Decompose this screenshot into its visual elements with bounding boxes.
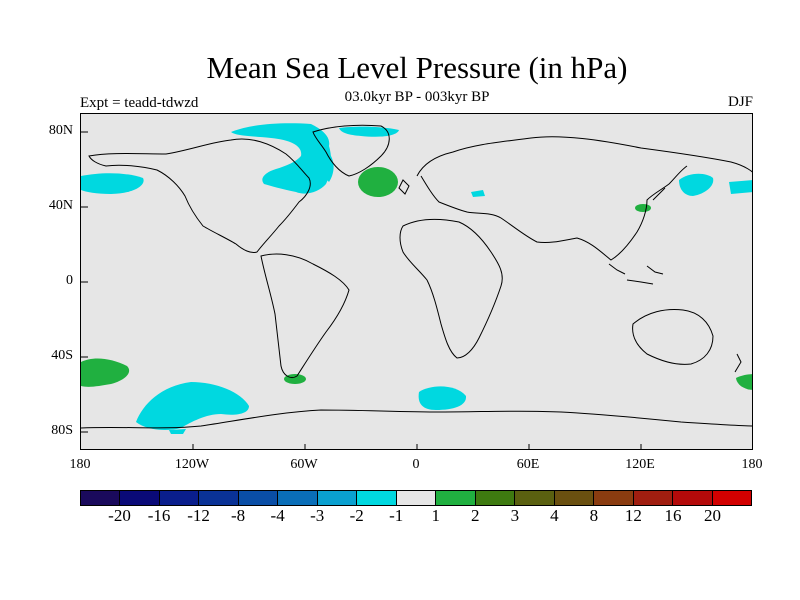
colorbar-swatch bbox=[120, 491, 160, 505]
colorbar-swatch bbox=[436, 491, 476, 505]
anomaly-south-america-high bbox=[284, 374, 306, 384]
coastlines bbox=[81, 124, 752, 429]
colorbar-swatch bbox=[278, 491, 318, 505]
anomaly-south-atlantic-low bbox=[418, 386, 467, 410]
map-ticks bbox=[81, 131, 642, 449]
x-label-60w: 60W bbox=[290, 457, 318, 472]
anomaly-canadian-arctic bbox=[231, 123, 332, 194]
x-label-0: 0 bbox=[412, 457, 420, 472]
colorbar-label: -4 bbox=[270, 506, 285, 525]
y-label-0: 0 bbox=[66, 273, 73, 288]
colorbar-label: -1 bbox=[389, 506, 404, 525]
colorbar-label: -3 bbox=[310, 506, 325, 525]
chart-title: Mean Sea Level Pressure (in hPa) bbox=[206, 50, 628, 85]
anomaly-fills bbox=[81, 123, 752, 434]
colorbar-label: 4 bbox=[550, 506, 559, 525]
coast-eurasia bbox=[416, 136, 752, 261]
x-label-120e: 120E bbox=[625, 457, 655, 472]
anomaly-korea bbox=[635, 204, 651, 212]
colorbar bbox=[80, 490, 752, 506]
anomaly-north-pacific-east bbox=[729, 180, 752, 194]
colorbar-label: -20 bbox=[108, 506, 131, 525]
x-label-180-east: 180 bbox=[741, 457, 763, 472]
colorbar-swatch bbox=[81, 491, 121, 505]
colorbar-label: 12 bbox=[624, 506, 642, 525]
x-label-60e: 60E bbox=[516, 457, 540, 472]
colorbar-label: -2 bbox=[349, 506, 364, 525]
colorbar-label: 3 bbox=[510, 506, 520, 525]
colorbar-swatch bbox=[594, 491, 634, 505]
colorbar-swatch bbox=[199, 491, 239, 505]
colorbar-label: 8 bbox=[589, 506, 599, 525]
colorbar-label: 2 bbox=[471, 506, 480, 525]
x-label-120w: 120W bbox=[174, 457, 210, 472]
map-panel bbox=[80, 113, 753, 450]
anomaly-okhotsk bbox=[679, 173, 714, 196]
x-label-180-west: 180 bbox=[69, 457, 91, 472]
coast-uk bbox=[398, 179, 410, 195]
colorbar-swatch bbox=[554, 491, 595, 505]
colorbar-swatch bbox=[396, 491, 437, 505]
map-svg bbox=[81, 123, 752, 449]
coast-north-america bbox=[88, 138, 311, 253]
y-label-40s: 40S bbox=[51, 348, 73, 363]
colorbar-label: -8 bbox=[231, 506, 246, 525]
coast-australia bbox=[632, 309, 714, 365]
coast-japan bbox=[652, 187, 666, 201]
colorbar-label: 1 bbox=[431, 506, 441, 525]
anomaly-north-atlantic-high bbox=[358, 167, 398, 197]
y-label-40n: 40N bbox=[48, 198, 73, 213]
colorbar-swatch bbox=[515, 491, 555, 505]
colorbar-label: -12 bbox=[187, 506, 210, 525]
coast-greenland bbox=[312, 124, 390, 177]
coast-africa bbox=[399, 218, 503, 359]
anomaly-north-pacific-west bbox=[81, 173, 144, 194]
anomaly-greenland-north bbox=[339, 126, 399, 137]
coast-maritime-continent bbox=[608, 263, 664, 285]
anomaly-amundsen-sea bbox=[136, 382, 249, 430]
y-label-80s: 80S bbox=[51, 423, 73, 438]
anomaly-baffin bbox=[302, 143, 334, 182]
anomaly-amundsen-sea-small bbox=[169, 429, 186, 434]
chart-subtitle: 03.0kyr BP - 003kyr BP bbox=[344, 89, 490, 105]
colorbar-label: 16 bbox=[664, 506, 682, 525]
coast-south-america bbox=[260, 253, 350, 379]
colorbar-swatch bbox=[357, 491, 397, 505]
colorbar-swatch bbox=[238, 491, 279, 505]
colorbar-swatch bbox=[633, 491, 674, 505]
y-label-80n: 80N bbox=[48, 123, 73, 138]
anomaly-east-mediterranean bbox=[471, 190, 485, 197]
colorbar-label: -16 bbox=[147, 506, 171, 525]
anomaly-south-pacific-high bbox=[81, 358, 130, 387]
coast-new-zealand bbox=[734, 353, 742, 373]
colorbar-swatch bbox=[712, 491, 751, 505]
colorbar-label: 20 bbox=[703, 506, 721, 525]
experiment-label: Expt = teadd-tdwzd bbox=[80, 95, 199, 111]
colorbar-swatch bbox=[159, 491, 200, 505]
colorbar-swatch bbox=[673, 491, 713, 505]
season-label: DJF bbox=[727, 94, 753, 110]
anomaly-southwest-pacific-high bbox=[736, 374, 752, 390]
coast-antarctica bbox=[81, 409, 752, 429]
colorbar-swatch bbox=[475, 491, 516, 505]
colorbar-swatch bbox=[317, 491, 358, 505]
